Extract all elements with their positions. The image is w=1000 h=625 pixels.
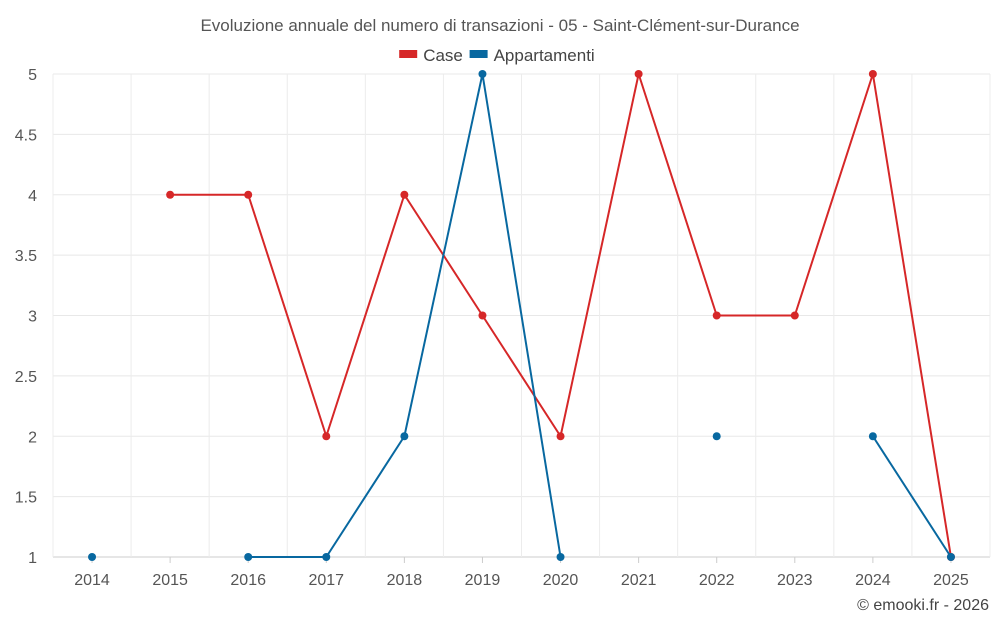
- data-point[interactable]: [712, 311, 721, 320]
- y-tick-label: 3.5: [15, 248, 37, 265]
- chart-title: Evoluzione annuale del numero di transaz…: [200, 16, 799, 35]
- y-tick-label: 4.5: [15, 127, 37, 144]
- y-axis: 1 1.5 2 2.5 3 3.5 4 4.5 5: [15, 67, 37, 567]
- credit-text: © emooki.fr - 2026: [857, 597, 989, 614]
- x-tick-label: 2020: [543, 572, 579, 589]
- data-point[interactable]: [712, 432, 721, 441]
- y-tick-label: 5: [28, 67, 37, 84]
- x-tick-label: 2021: [621, 572, 657, 589]
- data-point[interactable]: [322, 553, 331, 561]
- x-tick-label: 2024: [855, 572, 891, 589]
- series-appartamenti: [88, 70, 955, 561]
- legend-item-case[interactable]: Case: [399, 46, 463, 65]
- data-point[interactable]: [868, 432, 877, 441]
- data-point[interactable]: [868, 70, 877, 78]
- data-point[interactable]: [946, 553, 955, 561]
- y-tick-label: 1: [28, 550, 37, 567]
- x-tick-label: 2015: [152, 572, 188, 589]
- legend-item-appartamenti[interactable]: Appartamenti: [469, 46, 595, 65]
- series-line: [872, 435, 952, 558]
- data-point[interactable]: [556, 553, 565, 561]
- legend-label: Appartamenti: [494, 46, 595, 65]
- y-tick-label: 3: [28, 309, 37, 326]
- data-point[interactable]: [790, 311, 799, 320]
- y-tick-label: 2: [28, 429, 37, 446]
- data-point[interactable]: [400, 190, 409, 199]
- legend: Case Appartamenti: [399, 46, 595, 65]
- series-case: [166, 70, 955, 561]
- legend-swatch: [469, 50, 488, 58]
- legend-swatch: [399, 50, 418, 58]
- data-point[interactable]: [244, 553, 253, 561]
- x-tick-label: 2018: [387, 572, 423, 589]
- data-point[interactable]: [556, 432, 565, 441]
- legend-label: Case: [423, 46, 463, 65]
- data-point[interactable]: [166, 190, 175, 199]
- x-tick-label: 2014: [74, 572, 110, 589]
- data-point[interactable]: [322, 432, 331, 441]
- series-layer: [88, 70, 955, 561]
- data-point[interactable]: [478, 311, 487, 320]
- y-tick-label: 1.5: [15, 490, 37, 507]
- x-tick-label: 2022: [699, 572, 735, 589]
- x-tick-label: 2016: [230, 572, 266, 589]
- y-tick-label: 4: [28, 188, 37, 205]
- x-tick-label: 2023: [777, 572, 813, 589]
- x-tick-label: 2025: [933, 572, 969, 589]
- x-tick-label: 2019: [465, 572, 501, 589]
- x-tick-label: 2017: [308, 572, 344, 589]
- x-axis: 2014 2015 2016 2017 2018 2019 2020 2021 2022 2023…: [74, 557, 969, 589]
- data-point[interactable]: [88, 553, 97, 561]
- data-point[interactable]: [244, 190, 253, 199]
- y-tick-label: 2.5: [15, 369, 37, 386]
- data-point[interactable]: [478, 70, 487, 78]
- data-point[interactable]: [400, 432, 409, 441]
- data-point[interactable]: [634, 70, 643, 78]
